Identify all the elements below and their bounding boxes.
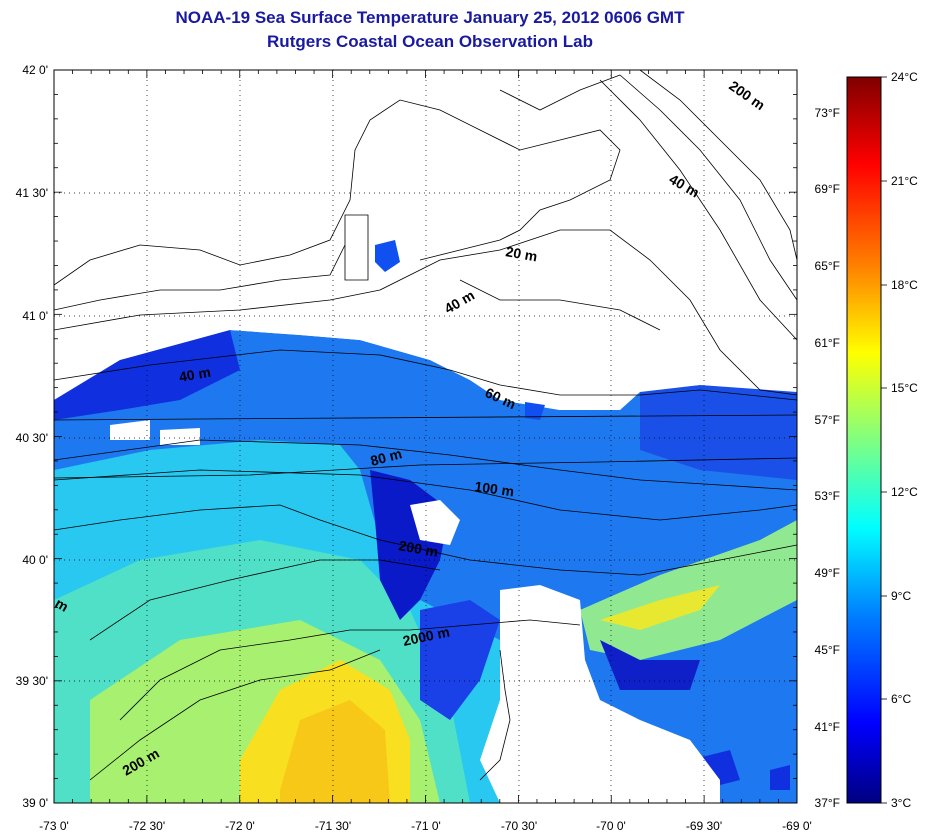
lon-label: -69 0' [782, 819, 812, 833]
celsius-label: 9°C [891, 589, 911, 603]
lon-label: -72 30' [129, 819, 165, 833]
lat-label: 39 30' [16, 674, 48, 688]
lat-label: 40 30' [16, 431, 48, 445]
lon-label: -71 30' [315, 819, 351, 833]
colorbar-ticks [881, 76, 887, 804]
fahrenheit-label: 61°F [815, 336, 840, 350]
fahrenheit-label: 53°F [815, 489, 840, 503]
colorbar [846, 76, 882, 804]
contour-label: 80 m [369, 445, 404, 469]
fahrenheit-label: 65°F [815, 259, 840, 273]
frame-ticks [53, 69, 798, 804]
celsius-label: 18°C [891, 278, 918, 292]
fahrenheit-label: 73°F [815, 106, 840, 120]
bathymetry-contours [54, 70, 797, 781]
lat-label: 42 0' [22, 63, 48, 77]
latitude-labels: 42 0' 41 30' 41 0' 40 30' 40 0' 39 30' 3… [16, 63, 48, 810]
longitude-labels: -73 0' -72 30' -72 0' -71 30' -71 0' -70… [39, 819, 812, 833]
celsius-label: 21°C [891, 174, 918, 188]
fahrenheit-label: 49°F [815, 566, 840, 580]
contour-label: 100 m [474, 478, 516, 499]
lat-label: 39 0' [22, 796, 48, 810]
celsius-label: 6°C [891, 692, 911, 706]
lat-label: 41 0' [22, 309, 48, 323]
fahrenheit-label: 41°F [815, 720, 840, 734]
fahrenheit-label: 57°F [815, 413, 840, 427]
map-title: NOAA-19 Sea Surface Temperature January … [0, 6, 860, 54]
celsius-label: 24°C [891, 70, 918, 84]
lon-label: -71 0' [411, 819, 441, 833]
fahrenheit-label: 37°F [815, 796, 840, 810]
fahrenheit-label: 45°F [815, 643, 840, 657]
celsius-label: 15°C [891, 381, 918, 395]
contour-label: 40 m [178, 364, 212, 385]
lat-label: 40 0' [22, 553, 48, 567]
lon-label: -73 0' [39, 819, 69, 833]
fahrenheit-label: 69°F [815, 182, 840, 196]
fahrenheit-labels: 73°F 69°F 65°F 61°F 57°F 53°F 49°F 45°F … [815, 106, 840, 810]
lat-label: 41 30' [16, 186, 48, 200]
lon-label: -70 30' [501, 819, 537, 833]
celsius-labels: 24°C 21°C 18°C 15°C 12°C 9°C 6°C 3°C [891, 70, 918, 810]
title-line-1: NOAA-19 Sea Surface Temperature January … [175, 8, 685, 27]
lon-label: -72 0' [225, 819, 255, 833]
contour-label: 20 m [504, 243, 538, 264]
graticule [54, 70, 797, 803]
celsius-label: 3°C [891, 796, 911, 810]
contour-label: 200 m [397, 537, 439, 560]
lon-label: -70 0' [596, 819, 626, 833]
celsius-label: 12°C [891, 485, 918, 499]
title-line-2: Rutgers Coastal Ocean Observation Lab [267, 32, 593, 51]
lon-label: -69 30' [686, 819, 722, 833]
